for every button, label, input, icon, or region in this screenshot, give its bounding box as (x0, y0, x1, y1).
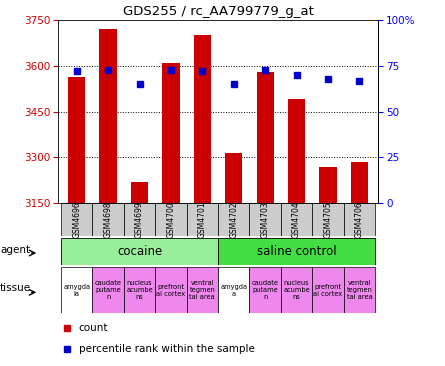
Text: amygda
la: amygda la (63, 284, 90, 296)
Bar (344, 203, 375, 236)
Bar (186, 267, 218, 313)
Bar (281, 203, 312, 236)
Bar (124, 267, 155, 313)
Text: GSM4696: GSM4696 (72, 201, 81, 238)
Text: GSM4705: GSM4705 (324, 201, 332, 238)
Text: saline control: saline control (257, 245, 336, 258)
Bar (320, 167, 336, 203)
Text: count: count (79, 323, 108, 333)
Text: GSM4701: GSM4701 (198, 201, 207, 238)
Bar (281, 267, 312, 313)
Text: caudate
putame
n: caudate putame n (252, 280, 279, 300)
Bar (61, 238, 218, 265)
Text: amygda
a: amygda a (220, 284, 247, 296)
Bar (155, 267, 186, 313)
Bar (218, 238, 375, 265)
Text: GSM4706: GSM4706 (355, 201, 364, 238)
Bar (312, 267, 344, 313)
Text: percentile rank within the sample: percentile rank within the sample (79, 344, 255, 354)
Bar (312, 203, 344, 236)
Bar (61, 203, 93, 236)
Bar (344, 267, 375, 313)
Text: caudate
putame
n: caudate putame n (95, 280, 121, 300)
Text: GSM4699: GSM4699 (135, 201, 144, 238)
Title: GDS255 / rc_AA799779_g_at: GDS255 / rc_AA799779_g_at (123, 4, 313, 18)
Bar (61, 267, 93, 313)
Bar (155, 203, 186, 236)
Text: ventral
tegmen
tal area: ventral tegmen tal area (190, 280, 215, 300)
Bar (93, 203, 124, 236)
Text: nucleus
acumbe
ns: nucleus acumbe ns (283, 280, 310, 300)
Bar (218, 203, 250, 236)
Bar (68, 76, 85, 203)
Bar (256, 72, 274, 203)
Text: GSM4703: GSM4703 (261, 201, 270, 238)
Text: cocaine: cocaine (117, 245, 162, 258)
Text: GSM4700: GSM4700 (166, 201, 175, 238)
Bar (250, 267, 281, 313)
Text: prefront
al cortex: prefront al cortex (156, 284, 186, 296)
Text: tissue: tissue (0, 283, 31, 293)
Bar (186, 203, 218, 236)
Bar (93, 267, 124, 313)
Text: agent: agent (0, 245, 31, 255)
Bar (225, 153, 243, 203)
Bar (131, 182, 148, 203)
Bar (100, 29, 117, 203)
Text: nucleus
acumbe
ns: nucleus acumbe ns (126, 280, 153, 300)
Bar (162, 63, 180, 203)
Text: ventral
tegmen
tal area: ventral tegmen tal area (347, 280, 372, 300)
Bar (288, 100, 305, 203)
Bar (250, 203, 281, 236)
Text: GSM4698: GSM4698 (104, 201, 113, 238)
Bar (351, 162, 368, 203)
Bar (194, 36, 211, 203)
Bar (124, 203, 155, 236)
Text: prefront
al cortex: prefront al cortex (313, 284, 343, 296)
Text: GSM4702: GSM4702 (229, 201, 238, 238)
Text: GSM4704: GSM4704 (292, 201, 301, 238)
Bar (218, 267, 250, 313)
